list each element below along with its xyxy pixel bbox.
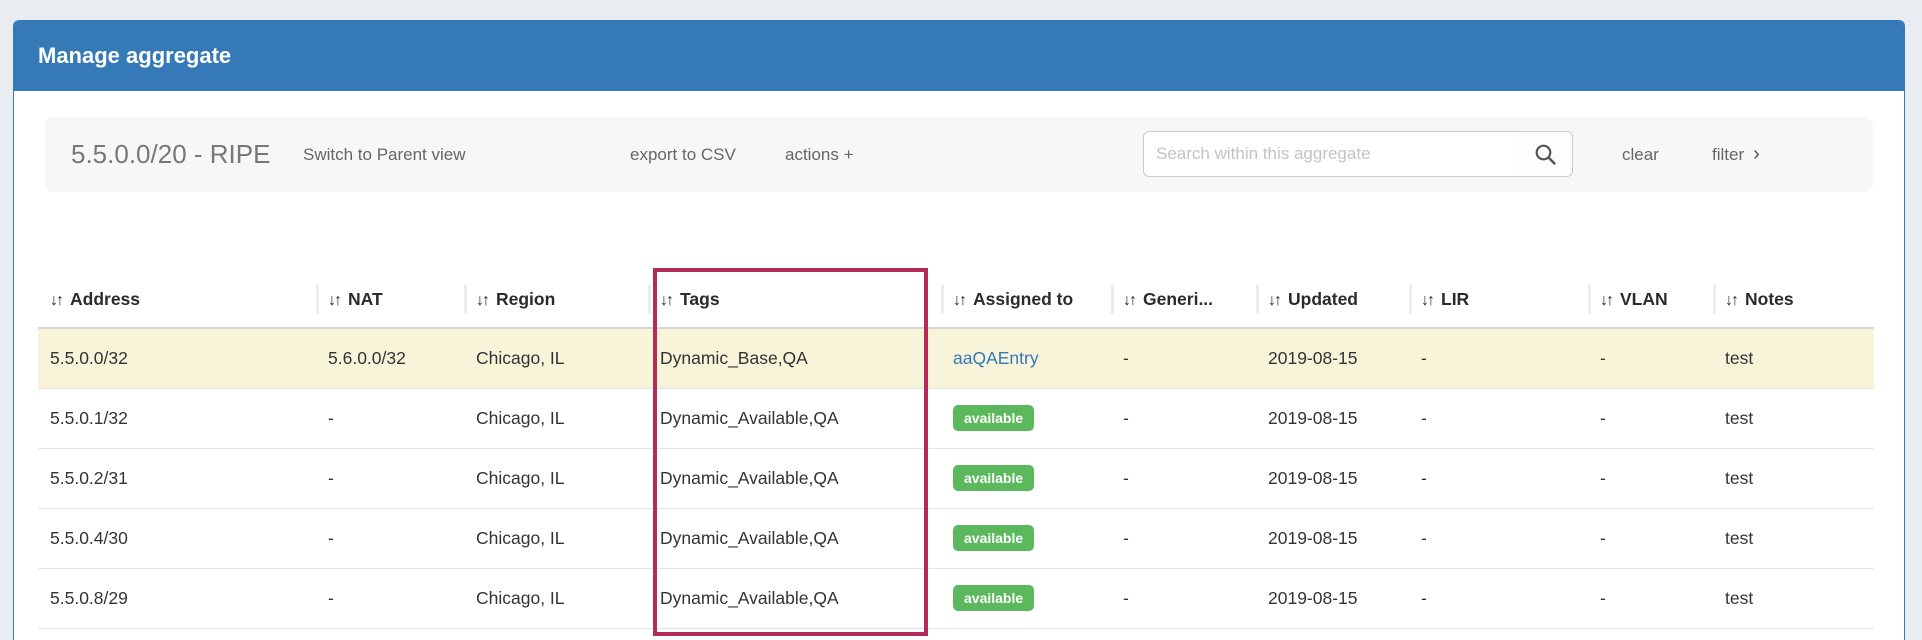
search-button[interactable] [1519,131,1573,177]
cell-region: Chicago, IL [464,388,648,449]
manage-aggregate-panel: Manage aggregate 5.5.0.0/20 - RIPE Switc… [13,20,1905,640]
cell-updated: 2019-08-15 [1256,388,1409,449]
cell-region: Chicago, IL [464,508,648,569]
cell-updated: 2019-08-15 [1256,568,1409,629]
cell-vlan: - [1588,508,1713,569]
cell-nat: - [316,568,464,629]
sort-icon: ↓↑ [660,291,674,309]
cell-nat: 5.6.0.0/32 [316,328,464,389]
table-header-row: ↓↑ Address ↓↑ NAT ↓↑ Region ↓↑ Tags ↓↑ Assign… [38,271,1874,329]
table-row[interactable]: 5.5.0.2/31 - Chicago, IL Dynamic_Availab… [38,448,1874,509]
cell-assigned-to: available [941,568,1111,629]
column-header-notes[interactable]: ↓↑ Notes [1713,271,1874,329]
filter-label: filter [1712,145,1745,164]
assigned-entry-link[interactable]: aaQAEntry [953,347,1039,368]
sort-icon: ↓↑ [50,291,64,309]
cell-updated: 2019-08-15 [1256,328,1409,389]
table-row[interactable]: 5.5.0.0/32 5.6.0.0/32 Chicago, IL Dynami… [38,328,1874,389]
clear-button[interactable]: clear [1622,145,1659,164]
cell-address: 5.5.0.2/31 [38,448,316,509]
cell-address: 5.5.0.1/32 [38,388,316,449]
cell-lir: - [1409,508,1588,569]
aggregate-title: 5.5.0.0/20 - RIPE [71,139,271,169]
cell-lir: - [1409,328,1588,389]
cell-tags: Dynamic_Available,QA [648,448,941,509]
cell-nat: - [316,448,464,509]
cell-tags: Dynamic_Available,QA [648,508,941,569]
status-badge-available: available [953,525,1035,551]
cell-generic: - [1111,388,1256,449]
cell-assigned-to: available [941,508,1111,569]
cell-notes: test [1713,508,1874,569]
table-row[interactable]: 5.5.0.1/32 - Chicago, IL Dynamic_Availab… [38,388,1874,449]
cell-generic: - [1111,508,1256,569]
search-icon [1534,143,1557,166]
cell-nat: - [316,508,464,569]
cell-region: Chicago, IL [464,568,648,629]
sort-icon: ↓↑ [328,291,342,309]
column-header-vlan[interactable]: ↓↑ VLAN [1588,271,1713,329]
cell-generic: - [1111,328,1256,389]
sort-icon: ↓↑ [1600,291,1614,309]
cell-notes: test [1713,568,1874,629]
chevron-right-icon: › [1753,143,1760,165]
cell-notes: test [1713,388,1874,449]
sort-icon: ↓↑ [476,291,490,309]
sort-icon: ↓↑ [1268,291,1282,309]
column-header-updated[interactable]: ↓↑ Updated [1256,271,1409,329]
cell-generic: - [1111,568,1256,629]
table-row[interactable]: 5.5.0.8/29 - Chicago, IL Dynamic_Availab… [38,568,1874,629]
sort-icon: ↓↑ [1421,291,1435,309]
column-header-tags[interactable]: ↓↑ Tags [648,271,941,329]
cell-lir: - [1409,388,1588,449]
cell-vlan: - [1588,448,1713,509]
sort-icon: ↓↑ [953,291,967,309]
filter-button[interactable]: filter › [1712,117,1760,192]
cell-assigned-to: available [941,388,1111,449]
cell-lir: - [1409,568,1588,629]
sort-icon: ↓↑ [1123,291,1137,309]
panel-header: Manage aggregate [14,21,1904,91]
cell-updated: 2019-08-15 [1256,508,1409,569]
cell-address: 5.5.0.0/32 [38,328,316,389]
column-header-generic[interactable]: ↓↑ Generi... [1111,271,1256,329]
aggregate-toolbar: 5.5.0.0/20 - RIPE Switch to Parent view … [45,117,1873,192]
export-to-csv-link[interactable]: export to CSV [630,145,736,164]
actions-menu-button[interactable]: actions + [785,145,854,164]
column-header-lir[interactable]: ↓↑ LIR [1409,271,1588,329]
status-badge-available: available [953,465,1035,491]
cell-notes: test [1713,328,1874,389]
cell-region: Chicago, IL [464,448,648,509]
aggregate-table: ↓↑ Address ↓↑ NAT ↓↑ Region ↓↑ Tags ↓↑ Assign… [38,271,1874,629]
cell-address: 5.5.0.4/30 [38,508,316,569]
cell-tags: Dynamic_Base,QA [648,328,941,389]
column-header-region[interactable]: ↓↑ Region [464,271,648,329]
cell-address: 5.5.0.8/29 [38,568,316,629]
status-badge-available: available [953,585,1035,611]
cell-nat: - [316,388,464,449]
cell-tags: Dynamic_Available,QA [648,388,941,449]
cell-region: Chicago, IL [464,328,648,389]
cell-notes: test [1713,448,1874,509]
cell-generic: - [1111,448,1256,509]
cell-vlan: - [1588,328,1713,389]
column-header-address[interactable]: ↓↑ Address [38,271,316,329]
sort-icon: ↓↑ [1725,291,1739,309]
cell-updated: 2019-08-15 [1256,448,1409,509]
cell-assigned-to: aaQAEntry [941,328,1111,389]
column-header-assigned-to[interactable]: ↓↑ Assigned to [941,271,1111,329]
cell-assigned-to: available [941,448,1111,509]
column-header-nat[interactable]: ↓↑ NAT [316,271,464,329]
cell-tags: Dynamic_Available,QA [648,568,941,629]
cell-vlan: - [1588,568,1713,629]
switch-to-parent-view-link[interactable]: Switch to Parent view [303,145,466,164]
cell-vlan: - [1588,388,1713,449]
panel-title: Manage aggregate [38,43,232,68]
cell-lir: - [1409,448,1588,509]
status-badge-available: available [953,405,1035,431]
table-row[interactable]: 5.5.0.4/30 - Chicago, IL Dynamic_Availab… [38,508,1874,569]
search-input[interactable] [1143,131,1520,177]
